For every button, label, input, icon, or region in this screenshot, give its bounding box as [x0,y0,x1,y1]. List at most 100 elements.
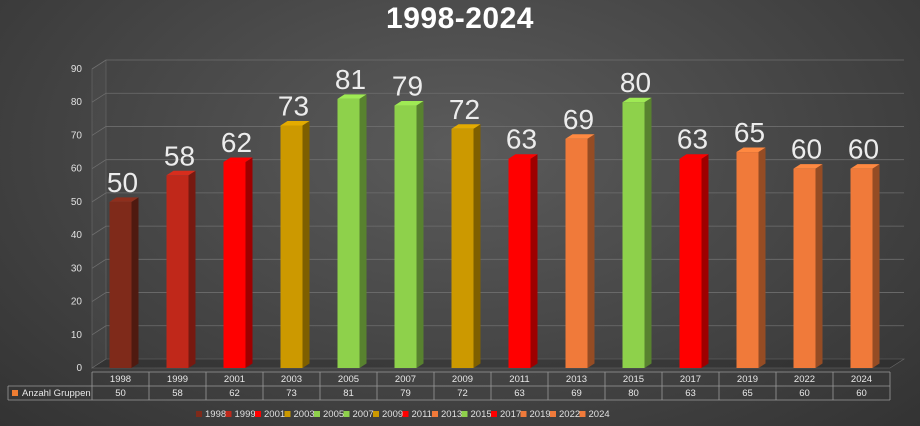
gridline [91,59,904,70]
data-label: 81 [335,64,366,95]
gridline [91,159,904,170]
data-label: 69 [563,104,594,135]
x-tick-label: 2015 [623,374,644,385]
x-tick-label: 2001 [224,374,245,385]
legend-label: 2024 [589,409,610,420]
bar [280,125,303,368]
legend-swatch [579,411,586,417]
bar-side [473,124,481,368]
side-wall [91,59,107,369]
bar-top [337,94,367,99]
bar [622,102,645,368]
bar [109,201,132,368]
bar-top [451,124,481,129]
data-label: 72 [449,94,480,125]
bar-side [131,197,139,368]
bar [223,162,246,368]
gridline [91,225,904,236]
y-tick-label: 60 [71,164,83,175]
table-value: 60 [799,388,810,399]
gridline [91,92,904,103]
x-tick-label: 2005 [338,374,359,385]
data-label: 63 [677,124,708,155]
legend-swatch [196,411,202,417]
bar [850,168,873,368]
legend-swatch [520,411,527,417]
bar-top [679,154,709,159]
bar [166,175,189,368]
data-label: 79 [392,71,423,102]
bar-top [280,120,310,126]
legend-swatch [373,411,379,417]
legend-label: 2005 [323,409,344,420]
y-tick-label: 40 [71,230,83,241]
bar-side [530,154,538,368]
gridline [91,126,904,136]
legend-swatch [402,411,409,417]
bar [451,128,474,368]
legend-label: 2015 [471,409,492,420]
bar-top [793,164,823,169]
legend-label: 2013 [441,409,462,420]
data-label: 63 [506,124,537,155]
bar-side [359,94,367,369]
gridline [91,292,904,302]
gridline [91,192,904,203]
legend-label: 2019 [530,409,551,420]
bar [565,138,588,368]
legend-swatch [343,411,350,417]
bar-side [872,164,880,368]
data-label: 50 [107,167,138,198]
table-value: 63 [685,388,696,399]
bar-side [701,154,709,368]
bar-side [302,120,310,368]
table-value: 60 [856,388,867,399]
table-series-key [12,390,18,396]
bar [337,98,360,369]
bar-top [166,170,196,176]
y-tick-label: 10 [71,330,83,341]
bar [736,152,759,368]
x-tick-label: 2022 [794,374,815,385]
table-value: 50 [115,388,126,399]
x-tick-label: 2019 [737,374,758,385]
table-value: 72 [457,388,468,399]
bar-side [587,134,595,368]
table-value: 63 [514,388,525,399]
data-label: 65 [734,117,765,148]
legend-swatch [314,411,320,417]
bar-side [416,101,424,369]
table-value: 79 [400,388,411,399]
x-tick-label: 2017 [680,374,701,385]
legend-swatch [491,411,497,417]
bar [394,105,417,369]
bar [508,158,531,368]
legend-label: 2001 [264,409,285,420]
legend-swatch [550,411,556,417]
bar [679,158,702,368]
bar-side [758,147,766,368]
x-tick-label: 1998 [110,374,131,385]
bar-side [188,170,196,368]
gridline [91,258,904,269]
bar-side [644,97,652,368]
y-tick-label: 50 [71,197,83,208]
table-value: 81 [343,388,354,399]
data-label: 62 [221,127,252,158]
table-value: 62 [229,388,240,399]
x-tick-label: 2013 [566,374,587,385]
table-value: 65 [742,388,753,399]
legend-label: 2011 [412,409,432,420]
legend-label: 2003 [294,409,315,420]
bar-side [815,164,823,368]
legend-label: 2017 [500,409,521,420]
legend-swatch [284,411,291,417]
legend-swatch [255,411,261,417]
legend-swatch [225,411,232,417]
legend-swatch [432,411,438,417]
legend-label: 2022 [559,409,580,420]
bar-top [622,97,652,103]
legend-label: 1998 [205,409,226,420]
y-tick-label: 30 [71,263,83,274]
legend-swatch [461,411,468,417]
